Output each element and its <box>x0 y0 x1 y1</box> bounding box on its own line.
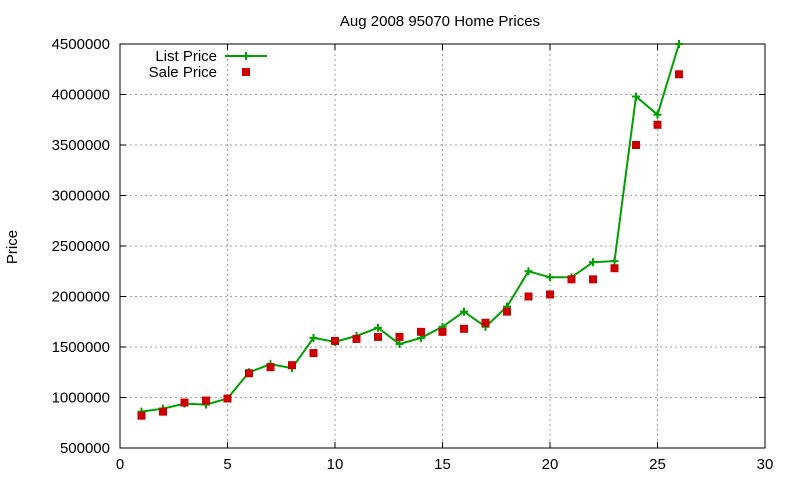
list-price-point <box>460 307 468 316</box>
sale-price-point <box>610 264 619 273</box>
sale-price-point <box>309 349 318 358</box>
sale-price-point <box>503 307 511 316</box>
list-price-point <box>589 258 597 267</box>
list-price-point <box>653 110 662 119</box>
legend-marker-sale-price <box>242 68 250 76</box>
list-price-point <box>309 333 318 342</box>
y-tick-label: 4000000 <box>52 87 110 104</box>
y-tick-label: 2000000 <box>52 289 110 306</box>
y-tick-label: 3000000 <box>52 188 110 205</box>
sale-price-point <box>202 396 210 405</box>
legend-label-list-price: List Price <box>155 48 217 65</box>
tick-labels: 0 5 10 15 20 25 30 500000 1000000 1500000 2000000 2… <box>52 36 774 473</box>
sale-price-point <box>481 318 490 327</box>
sale-price-point <box>180 398 189 407</box>
sale-price-point <box>223 394 232 403</box>
x-tick-label: 0 <box>116 456 124 473</box>
series-line-list-price <box>141 43 680 413</box>
y-tick-label: 500000 <box>60 440 110 457</box>
y-tick-label: 4500000 <box>52 36 110 53</box>
y-axis-label: Price <box>4 230 21 264</box>
y-tick-label: 2500000 <box>52 238 110 255</box>
y-tick-label: 3500000 <box>52 137 110 154</box>
sale-price-point <box>653 120 662 129</box>
list-price-point <box>374 323 382 332</box>
sale-price-point <box>374 332 382 341</box>
sale-price-point <box>589 275 597 284</box>
sale-price-point <box>159 407 167 416</box>
sale-price-point <box>288 361 296 370</box>
sale-price-point <box>675 70 683 79</box>
sale-price-point <box>137 411 146 420</box>
plot-area <box>137 40 683 420</box>
list-price-point <box>632 92 640 101</box>
y-tick-label: 1000000 <box>52 390 110 407</box>
sale-price-point <box>331 336 339 345</box>
list-price-point <box>524 267 533 276</box>
sale-price-point <box>524 292 533 301</box>
sale-price-point <box>438 327 447 336</box>
x-tick-label: 25 <box>649 456 666 473</box>
sale-price-point <box>632 141 640 149</box>
chart-title: Aug 2008 95070 Home Prices <box>340 13 540 30</box>
sale-price-point <box>417 327 425 336</box>
sale-price-point <box>567 275 576 284</box>
axes <box>119 43 766 449</box>
sale-price-point <box>395 332 404 341</box>
sale-price-point <box>460 324 468 333</box>
x-tick-label: 15 <box>434 456 451 473</box>
sale-price-point <box>245 369 253 378</box>
sale-price-point <box>546 290 554 299</box>
list-price-point <box>675 40 683 48</box>
x-tick-label: 30 <box>757 456 774 473</box>
x-tick-label: 10 <box>327 456 344 473</box>
list-price-point <box>395 339 404 348</box>
x-tick-label: 20 <box>542 456 559 473</box>
legend-label-sale-price: Sale Price <box>149 64 217 81</box>
sale-price-point <box>352 334 361 343</box>
sale-price-point <box>266 363 275 372</box>
y-tick-label: 1500000 <box>52 339 110 356</box>
list-price-point <box>610 257 619 266</box>
list-price-point <box>546 273 554 282</box>
grid-lines <box>120 44 765 448</box>
x-tick-label: 5 <box>223 456 231 473</box>
